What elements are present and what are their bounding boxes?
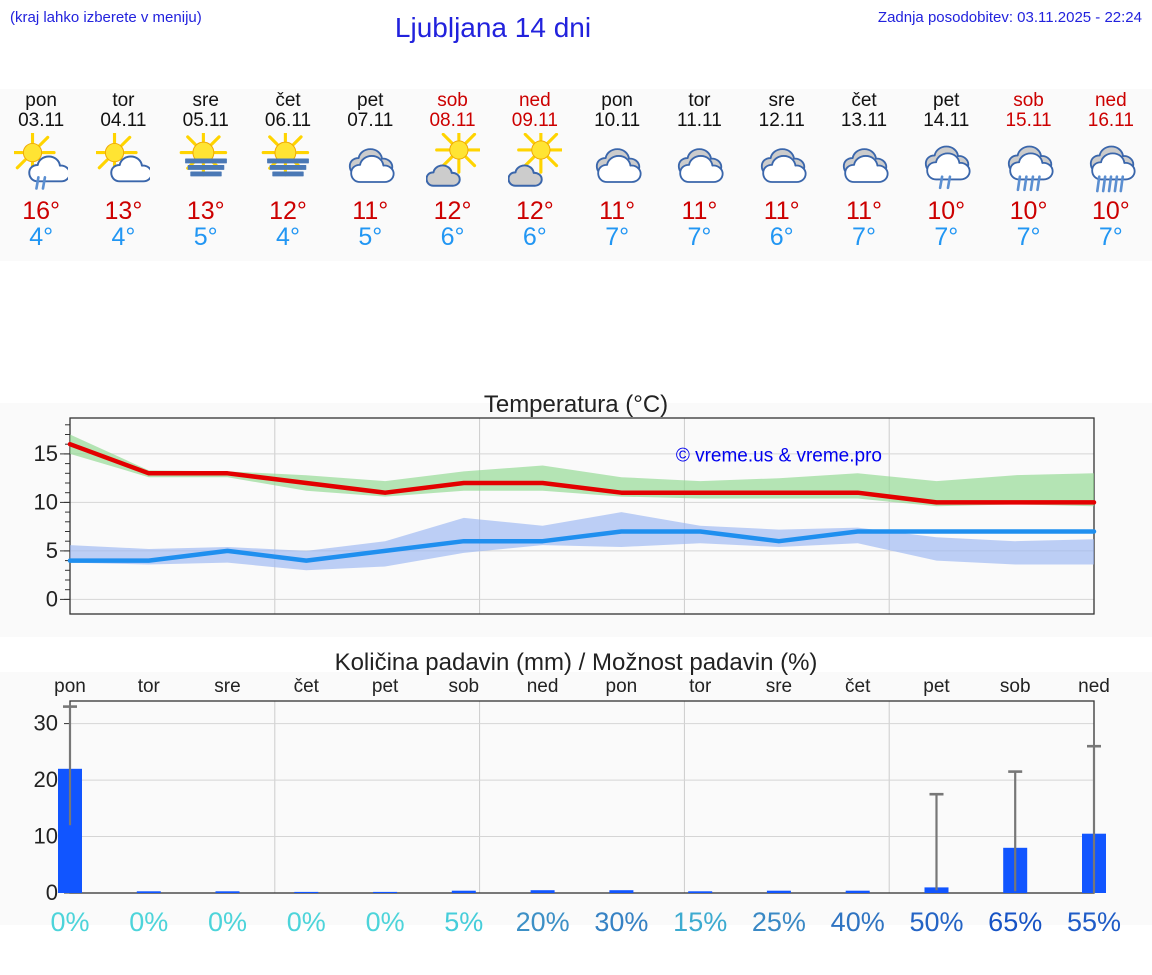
svg-text:10: 10 — [34, 824, 58, 849]
svg-text:pet: pet — [923, 676, 950, 697]
svg-text:0%: 0% — [129, 907, 168, 932]
svg-text:0%: 0% — [50, 907, 89, 932]
svg-text:20%: 20% — [516, 907, 570, 932]
svg-text:0%: 0% — [208, 907, 247, 932]
svg-text:čet: čet — [294, 676, 320, 697]
svg-text:15%: 15% — [673, 907, 727, 932]
svg-text:sob: sob — [1000, 676, 1031, 697]
svg-text:25%: 25% — [752, 907, 806, 932]
svg-text:0: 0 — [46, 586, 58, 611]
svg-text:ned: ned — [1078, 676, 1110, 697]
svg-text:0%: 0% — [366, 907, 405, 932]
svg-text:sob: sob — [448, 676, 479, 697]
svg-text:65%: 65% — [988, 907, 1042, 932]
svg-text:55%: 55% — [1067, 907, 1121, 932]
svg-text:pet: pet — [372, 676, 399, 697]
svg-text:0%: 0% — [287, 907, 326, 932]
svg-text:tor: tor — [689, 676, 712, 697]
svg-text:sre: sre — [766, 676, 792, 697]
svg-text:ned: ned — [527, 676, 559, 697]
svg-text:pon: pon — [606, 676, 638, 697]
svg-text:30%: 30% — [594, 907, 648, 932]
svg-text:10: 10 — [34, 489, 58, 514]
svg-text:15: 15 — [34, 441, 58, 466]
svg-text:5: 5 — [46, 538, 58, 563]
svg-text:čet: čet — [845, 676, 871, 697]
svg-text:50%: 50% — [909, 907, 963, 932]
svg-text:sre: sre — [214, 676, 240, 697]
svg-text:30: 30 — [34, 711, 58, 736]
svg-text:0: 0 — [46, 880, 58, 905]
svg-text:40%: 40% — [831, 907, 885, 932]
svg-text:tor: tor — [138, 676, 161, 697]
svg-text:pon: pon — [54, 676, 86, 697]
svg-text:20: 20 — [34, 767, 58, 792]
svg-text:5%: 5% — [444, 907, 483, 932]
svg-text:© vreme.us & vreme.pro: © vreme.us & vreme.pro — [676, 446, 882, 467]
